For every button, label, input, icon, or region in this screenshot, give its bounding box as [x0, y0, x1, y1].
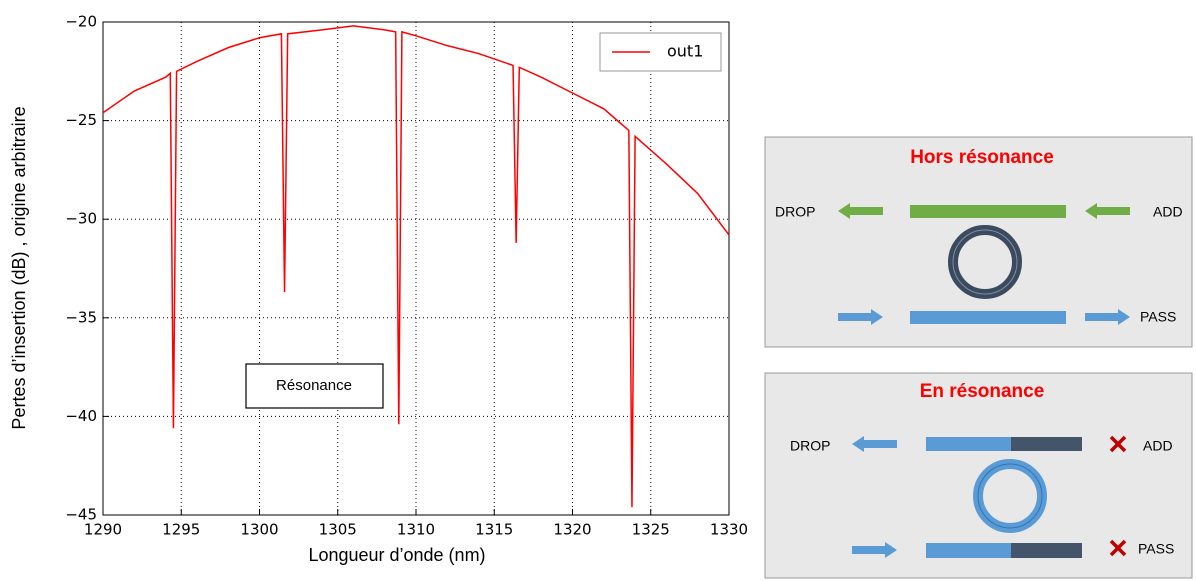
plot-frame — [102, 21, 730, 516]
arrow — [1085, 203, 1130, 219]
arrow — [838, 309, 883, 325]
port-label: DROP — [790, 438, 830, 454]
x-tick-label: 1330 — [710, 521, 748, 539]
cross — [1109, 539, 1127, 557]
annotation: Résonance — [276, 377, 352, 394]
port-label: PASS — [1140, 309, 1176, 325]
diagram-on-resonance: En résonance DROP ADD PASS — [764, 372, 1193, 579]
diagram-title: En résonance — [920, 381, 1045, 402]
legend-label: out1 — [667, 42, 703, 61]
ring-edge — [977, 463, 1043, 529]
annotation-box — [245, 363, 384, 409]
x-tick-label: 1305 — [319, 521, 357, 539]
waveguide — [910, 205, 1066, 218]
port-label: DROP — [775, 204, 815, 220]
x-tick-label: 1325 — [632, 521, 670, 539]
waveguide — [926, 543, 1011, 558]
y-tick-label: −25 — [65, 111, 97, 129]
port-label: ADD — [1143, 438, 1173, 454]
y-tick-label: −30 — [65, 210, 97, 228]
y-tick-label: −40 — [65, 407, 97, 425]
x-tick-label: 1300 — [240, 521, 278, 539]
x-tick-label: 1290 — [84, 521, 122, 539]
waveguide — [910, 311, 1066, 324]
y-tick-label: −35 — [65, 308, 97, 326]
x-axis-label: Longueur d’onde (nm) — [308, 545, 485, 565]
diagram-off-resonance: Hors résonance DROP ADD PASS — [764, 136, 1193, 348]
arrow — [852, 542, 897, 558]
x-tick-label: 1295 — [162, 521, 200, 539]
waveguide — [926, 437, 1011, 451]
waveguide-dark — [1011, 437, 1082, 451]
arrow — [852, 436, 897, 452]
series-line — [102, 25, 730, 508]
port-label: PASS — [1138, 541, 1174, 557]
y-tick-label: −45 — [65, 506, 97, 524]
arrow — [838, 203, 883, 219]
port-label: ADD — [1153, 204, 1183, 220]
diagram-title: Hors résonance — [910, 147, 1054, 168]
x-tick-label: 1315 — [475, 521, 513, 539]
arrow — [1085, 309, 1130, 325]
x-tick-label: 1310 — [397, 521, 435, 539]
waveguide-dark — [1011, 543, 1082, 558]
y-axis-label: Pertes d’insertion (dB) , origine arbitr… — [9, 106, 29, 429]
y-tick-label: −20 — [65, 13, 97, 31]
cross — [1109, 435, 1127, 453]
ring-edge — [952, 229, 1018, 295]
x-tick-label: 1320 — [553, 521, 591, 539]
